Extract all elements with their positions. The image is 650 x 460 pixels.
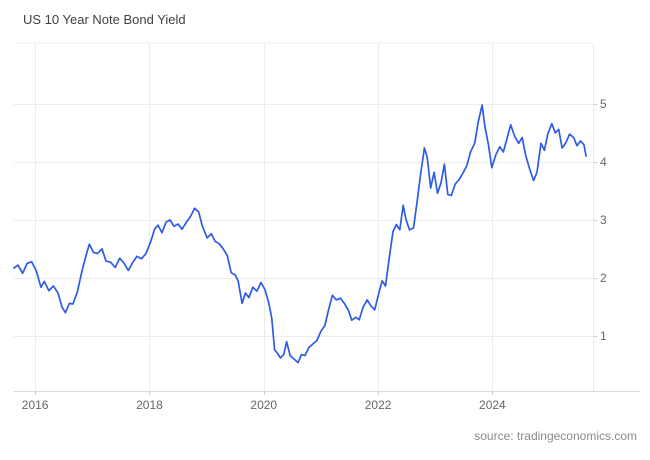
x-axis-tick-label: 2016 [21,398,49,412]
yield-series-line[interactable] [13,104,587,364]
x-axis-tick-label: 2018 [136,398,163,412]
x-axis-tick-label: 2020 [250,398,278,412]
y-axis-tick-label: 2 [600,270,607,285]
x-axis-tick-label: 2024 [479,398,506,412]
y-axis-tick-label: 1 [600,328,607,343]
y-axis-tick-label: 3 [600,212,607,227]
x-axis-tick-label: 2022 [364,398,392,412]
y-axis-tick-label: 5 [600,96,607,111]
y-axis-tick-label: 4 [600,154,607,169]
source-attribution-link[interactable]: source: tradingeconomics.com [474,429,637,443]
chart-title: US 10 Year Note Bond Yield [23,12,186,27]
